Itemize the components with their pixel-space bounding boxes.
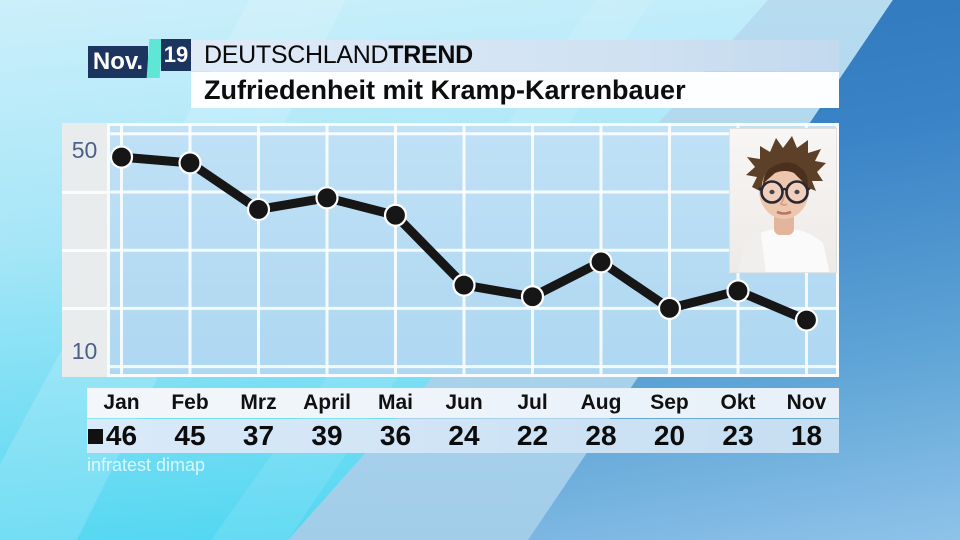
data-point <box>383 203 408 227</box>
data-point <box>452 273 476 297</box>
month-label: Jan <box>103 391 140 414</box>
brand-title-bold: TREND <box>388 41 473 69</box>
value-label: 24 <box>448 420 480 451</box>
month-label: Jul <box>517 391 548 414</box>
value-label: 46 <box>105 420 138 451</box>
value-label: 20 <box>653 420 686 451</box>
y-axis-divider <box>62 190 107 194</box>
month-label: Nov <box>786 391 827 414</box>
plot-border <box>107 123 839 377</box>
value-label: 36 <box>379 420 412 451</box>
date-badge-day: 19 <box>161 39 191 71</box>
data-point <box>109 145 134 169</box>
month-label: Okt <box>720 391 756 414</box>
value-label: 39 <box>311 420 343 451</box>
value-label: 28 <box>585 420 617 451</box>
value-label: 37 <box>242 420 275 451</box>
line-chart-plot-area <box>107 123 839 377</box>
value-label: 23 <box>722 420 754 451</box>
series-marker-square <box>88 429 103 444</box>
value-label: 45 <box>174 420 206 451</box>
y-axis-label-50: 50 <box>71 136 98 163</box>
source-credit: infratest dimap <box>87 455 206 475</box>
y-axis-label-10: 10 <box>71 337 98 364</box>
brand-title-regular: DEUTSCHLAND <box>204 41 389 69</box>
date-badge-teal-accent <box>146 39 163 78</box>
month-label: Sep <box>650 391 689 414</box>
data-point <box>794 308 819 332</box>
month-label: April <box>303 391 351 414</box>
data-point <box>178 151 202 175</box>
portrait-photo <box>729 128 837 273</box>
data-point <box>726 279 750 303</box>
chart-title: Zufriedenheit mit Kramp-Karrenbauer <box>191 72 839 108</box>
portrait-illustration <box>738 136 830 272</box>
y-axis-divider <box>62 248 107 252</box>
value-labels-strip: 46 45 37 39 36 24 22 28 20 23 18 <box>87 419 839 453</box>
data-point <box>315 186 339 210</box>
y-axis-divider <box>62 306 107 310</box>
data-point <box>246 197 271 222</box>
brand-title-strip: DEUTSCHLANDTREND <box>191 40 839 71</box>
data-point <box>589 250 613 274</box>
value-label: 22 <box>516 420 549 451</box>
data-point <box>657 296 682 320</box>
date-badge-month: Nov. <box>88 46 148 78</box>
month-labels-strip: Jan Feb Mrz April Mai Jun Jul Aug Sep Okt Nov <box>87 388 839 418</box>
month-label: Mai <box>377 391 414 414</box>
month-label: Jun <box>445 391 483 414</box>
month-label: Mrz <box>240 391 277 414</box>
data-point <box>520 285 545 309</box>
y-axis-strip: 50 10 <box>62 123 107 377</box>
month-label: Aug <box>580 391 622 414</box>
month-label: Feb <box>171 391 209 414</box>
value-label: 18 <box>790 420 823 451</box>
